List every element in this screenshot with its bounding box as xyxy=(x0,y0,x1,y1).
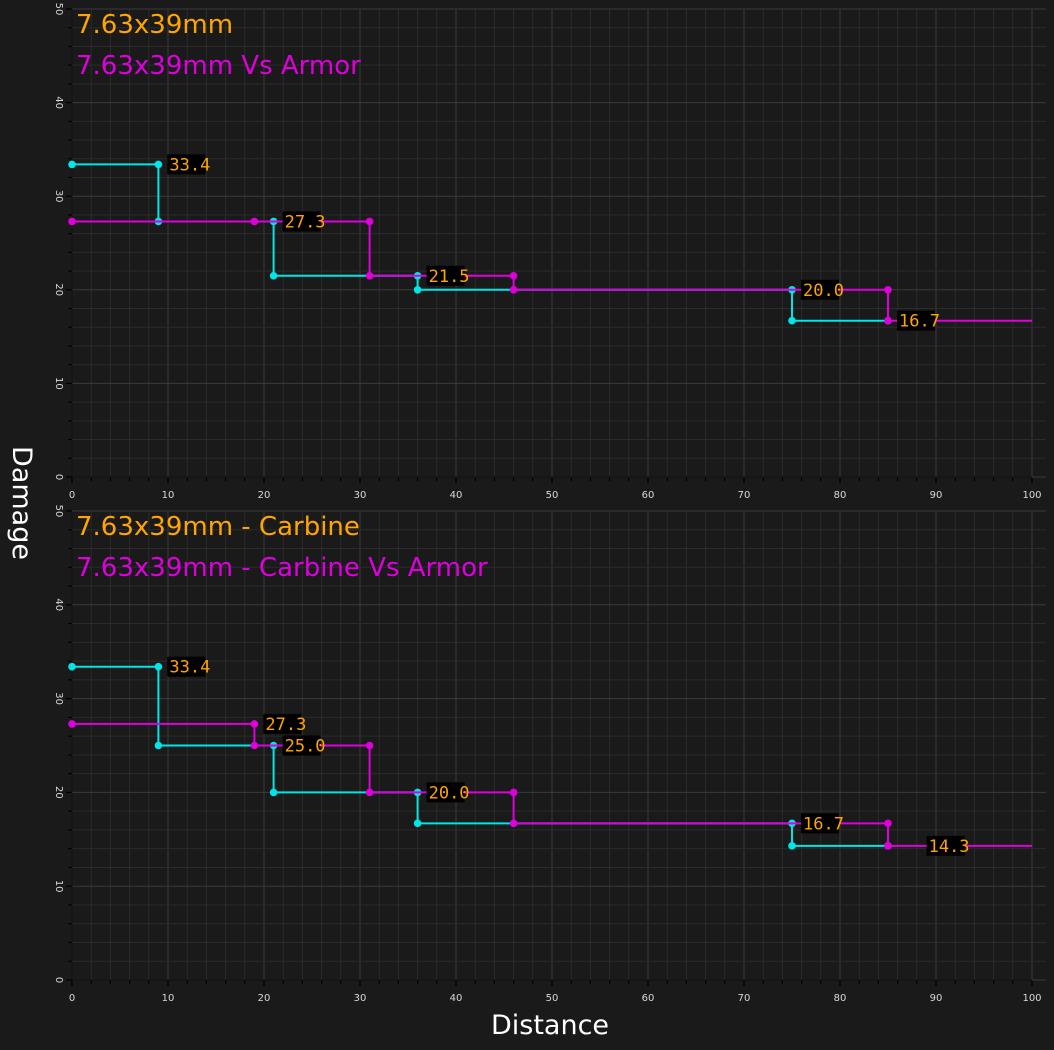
data-label: 14.3 xyxy=(929,837,970,857)
x-tick-label: 90 xyxy=(930,490,943,501)
data-point xyxy=(250,741,259,750)
data-label-bg xyxy=(167,656,206,677)
y-tick-label: 50 xyxy=(53,505,64,518)
data-label-bg xyxy=(426,782,465,803)
data-point xyxy=(884,842,892,850)
plot-panel-2: 0 10 20 30 40 50 60 70 80 90 100 0 10 20 30 40 50 33.4 27.… xyxy=(53,505,1046,1004)
x-tick-label: 40 xyxy=(450,993,463,1004)
x-axis-label: Distance xyxy=(491,1010,609,1041)
data-label-bg xyxy=(801,813,839,834)
y-tick-label: 0 xyxy=(53,977,64,983)
x-tick-label: 50 xyxy=(546,993,559,1004)
data-point xyxy=(154,741,163,750)
x-tick-label: 30 xyxy=(354,490,367,501)
y-tick-label: 10 xyxy=(53,880,64,893)
data-point xyxy=(884,316,892,325)
x-tick-label: 10 xyxy=(162,490,175,501)
data-point xyxy=(509,286,518,294)
data-point xyxy=(365,217,374,226)
x-tick-label: 80 xyxy=(834,490,847,501)
data-label-bg xyxy=(426,265,465,286)
data-label: 27.3 xyxy=(265,715,306,735)
data-label: 16.7 xyxy=(899,312,940,332)
x-tick-label: 20 xyxy=(258,993,271,1004)
data-point xyxy=(68,662,76,671)
y-tick-label: 30 xyxy=(53,190,64,203)
data-point xyxy=(365,271,374,280)
data-point xyxy=(509,788,518,797)
data-label-bg xyxy=(263,713,302,734)
x-tick-label: 0 xyxy=(69,993,75,1004)
y-tick-label: 20 xyxy=(53,786,64,799)
data-label: 33.4 xyxy=(169,155,210,175)
data-point xyxy=(250,720,259,728)
data-point xyxy=(788,842,796,850)
data-point xyxy=(154,160,163,169)
data-label: 33.4 xyxy=(169,658,210,678)
x-tick-label: 80 xyxy=(834,993,847,1004)
data-label: 27.3 xyxy=(285,212,326,232)
x-tick-label: 70 xyxy=(738,490,751,501)
data-point xyxy=(154,662,163,671)
data-label: 25.0 xyxy=(285,737,326,757)
x-tick-label: 50 xyxy=(546,490,559,501)
data-point xyxy=(413,286,422,294)
data-label: 21.5 xyxy=(429,267,470,287)
data-point xyxy=(68,160,76,169)
data-point xyxy=(365,788,374,797)
x-tick-label: 100 xyxy=(1022,993,1041,1004)
y-tick-label: 40 xyxy=(53,598,64,611)
data-point xyxy=(413,819,422,828)
y-tick-label: 50 xyxy=(53,3,64,16)
x-tick-label: 30 xyxy=(354,993,367,1004)
y-tick-label: 10 xyxy=(53,377,64,390)
series-line-1 xyxy=(72,163,888,322)
data-label-bg xyxy=(282,735,321,756)
x-tick-label: 0 xyxy=(69,490,75,501)
data-point xyxy=(269,271,278,280)
data-point xyxy=(68,217,76,226)
data-point xyxy=(250,217,259,226)
y-tick-label: 30 xyxy=(53,692,64,705)
data-point xyxy=(884,286,892,294)
data-label: 20.0 xyxy=(429,783,470,803)
x-tick-label: 60 xyxy=(642,993,655,1004)
data-label: 16.7 xyxy=(803,814,844,834)
legend-title-1: 7.63x39mm - Carbine xyxy=(76,512,360,542)
data-label-bg xyxy=(926,835,965,856)
x-tick-label: 70 xyxy=(738,993,751,1004)
data-label: 20.0 xyxy=(803,281,844,301)
series-line-1 xyxy=(72,665,888,847)
y-tick-label: 0 xyxy=(53,474,64,480)
data-point xyxy=(509,819,518,828)
data-label-bg xyxy=(801,279,839,300)
y-tick-label: 20 xyxy=(53,283,64,296)
data-point xyxy=(269,788,278,797)
x-tick-label: 10 xyxy=(162,993,175,1004)
y-axis-label: Damage xyxy=(6,446,37,560)
data-point xyxy=(509,271,518,280)
data-label-bg xyxy=(282,211,321,232)
legend-title-1: 7.63x39mm xyxy=(76,10,233,40)
data-point xyxy=(365,741,374,750)
plot-panel-1: 0 10 20 30 40 50 60 70 80 90 100 0 10 20 30 40 50 33.4 27.… xyxy=(53,3,1046,501)
legend-title-2: 7.63x39mm - Carbine Vs Armor xyxy=(76,553,488,583)
data-label-bg xyxy=(167,154,206,175)
x-tick-label: 40 xyxy=(450,490,463,501)
y-tick-label: 40 xyxy=(53,96,64,109)
x-tick-label: 90 xyxy=(930,993,943,1004)
data-point xyxy=(884,819,892,828)
x-tick-label: 60 xyxy=(642,490,655,501)
x-tick-label: 100 xyxy=(1022,490,1041,501)
data-label-bg xyxy=(897,310,935,331)
data-point xyxy=(788,316,796,325)
x-tick-label: 20 xyxy=(258,490,271,501)
data-point xyxy=(68,720,76,728)
legend-title-2: 7.63x39mm Vs Armor xyxy=(76,51,361,81)
